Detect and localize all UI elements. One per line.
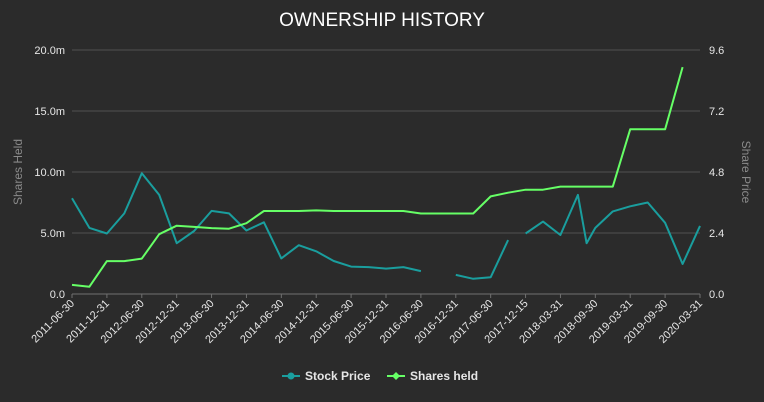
legend: Stock Price Shares held [282,369,478,383]
y-right-tick-label: 0.0 [709,289,724,301]
legend-item-stock-price[interactable]: Stock Price [282,369,371,383]
y-right-tick-label: 7.2 [709,106,724,118]
series-lines [71,66,701,288]
x-axis-ticks: 2011-06-302011-12-312012-06-302012-12-31… [29,294,705,346]
y-left-tick-label: 5.0m [41,228,65,240]
legend-marker-shares-held [392,372,400,380]
series-line-shares-held[interactable] [71,66,684,288]
y-left-tick-label: 15.0m [34,106,65,118]
y-left-axis-title: Shares Held [11,139,25,205]
gridlines [72,49,700,295]
chart-title: OWNERSHIP HISTORY [279,10,485,31]
y-left-tick-label: 10.0m [34,167,65,179]
y-left-axis-ticks: 0.0 5.0m 10.0m 15.0m 20.0m [34,45,65,301]
y-right-axis-title: Share Price [739,141,753,204]
y-right-axis-ticks: 0.0 2.4 4.8 7.2 9.6 [709,45,724,301]
legend-marker-stock-price [287,372,295,380]
y-left-tick-label: 20.0m [34,45,65,57]
legend-label-stock-price: Stock Price [305,369,371,383]
legend-label-shares-held: Shares held [410,369,478,383]
y-right-tick-label: 9.6 [709,45,724,57]
y-right-tick-label: 4.8 [709,167,724,179]
legend-item-shares-held[interactable]: Shares held [387,369,478,383]
series-line-stock-price[interactable] [71,172,701,280]
y-left-tick-label: 0.0 [50,289,65,301]
y-right-tick-label: 2.4 [709,228,724,240]
